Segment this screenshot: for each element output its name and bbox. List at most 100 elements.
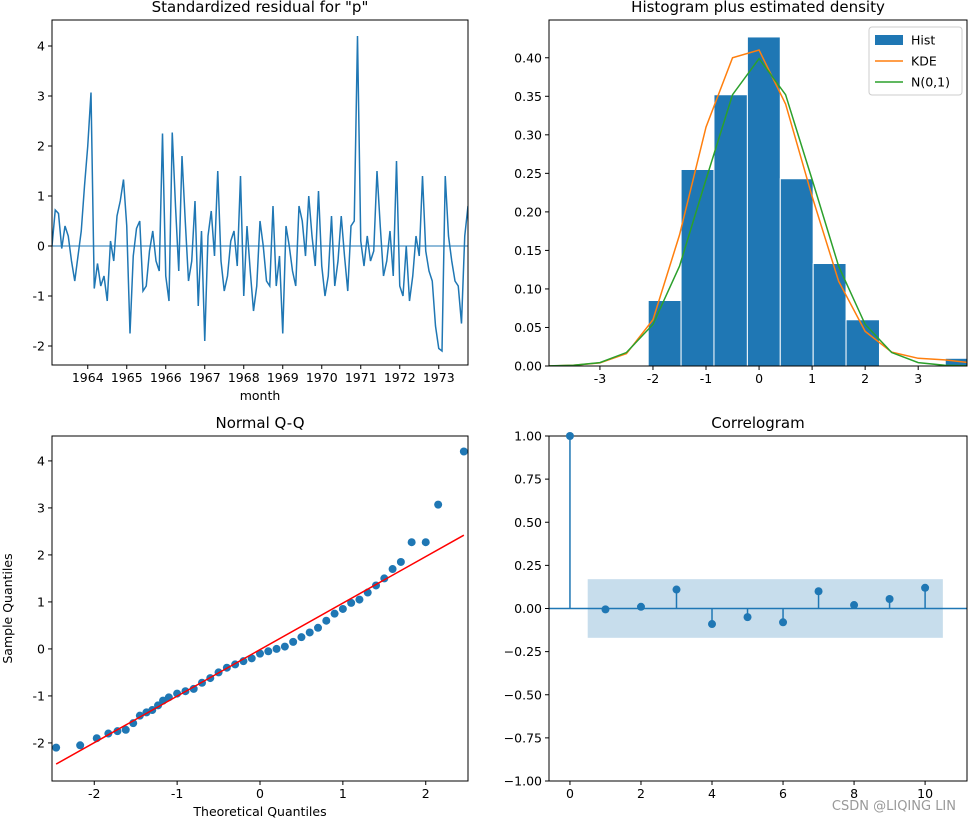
subplot: 0.00 0.05 0.10 0.15 0.20 0.25 0.30 0.35 0.40 -3 -2… xyxy=(514,0,968,386)
y-tick-label: 0 xyxy=(37,239,45,254)
y-tick-label: −0.75 xyxy=(504,730,542,745)
x-tick-label: 1965 xyxy=(111,370,143,385)
subplot: −1.00 −0.75 −0.50 −0.25 0.00 0.25 0.50 0.75 1.00… xyxy=(504,414,968,801)
x-tick-label: 1 xyxy=(808,371,816,386)
point xyxy=(256,649,264,658)
x-tick-label: 2 xyxy=(422,786,430,801)
y-tick-label: −0.50 xyxy=(504,687,542,702)
point xyxy=(189,684,198,693)
subplot-title: Standardized residual for "p" xyxy=(152,0,369,16)
axes-frame xyxy=(51,435,469,782)
x-tick-label: 6 xyxy=(779,786,787,801)
point xyxy=(347,598,356,607)
x-tick-label: 0 xyxy=(755,371,763,386)
stem-marker xyxy=(601,605,610,614)
point xyxy=(322,616,331,625)
y-axis-label: Sample Quantiles xyxy=(0,553,15,663)
y-tick-label: 0 xyxy=(37,641,45,656)
point xyxy=(272,644,281,653)
y-tick-label: 1.00 xyxy=(514,429,542,444)
stem-marker xyxy=(885,595,894,604)
line xyxy=(55,534,465,765)
x-tick-label: 1968 xyxy=(228,370,260,385)
point xyxy=(247,654,256,663)
point xyxy=(407,538,416,547)
stem-marker xyxy=(743,613,752,622)
line xyxy=(52,35,468,353)
x-tick-label: 8 xyxy=(850,786,858,801)
point xyxy=(314,623,323,632)
y-tick-label: 1 xyxy=(37,594,45,609)
y-tick-label: 0.15 xyxy=(514,243,542,258)
x-tick-label: -2 xyxy=(88,786,100,801)
bar xyxy=(713,94,748,366)
axes-frame xyxy=(548,435,968,782)
axes-frame xyxy=(51,19,469,366)
x-tick-label: 1969 xyxy=(267,370,299,385)
y-tick-label: 1 xyxy=(37,189,45,204)
y-tick-label: −0.25 xyxy=(504,644,542,659)
legend-label: KDE xyxy=(911,54,937,69)
plot-area xyxy=(549,36,967,366)
subplot: -2 -1 0 1 2 3 4 -2 -1 0 1 2 Normal Q-Q Theoretical Qu… xyxy=(0,414,469,819)
point xyxy=(239,657,248,666)
x-tick-label: 1966 xyxy=(150,370,182,385)
y-tick-label: 0.20 xyxy=(514,204,542,219)
stem-marker xyxy=(850,601,859,610)
point xyxy=(338,604,347,613)
x-tick-label: 1964 xyxy=(72,370,104,385)
bar xyxy=(812,263,847,366)
x-tick-label: 10 xyxy=(917,786,933,801)
plot-area xyxy=(52,447,468,765)
point xyxy=(388,565,397,574)
x-tick-label: 2 xyxy=(637,786,645,801)
x-tick-label: -3 xyxy=(594,371,606,386)
point xyxy=(434,500,443,509)
legend-label: Hist xyxy=(911,33,935,48)
subplot-title: Normal Q-Q xyxy=(215,414,304,432)
stem-marker xyxy=(779,618,788,627)
y-tick-label: 3 xyxy=(37,89,45,104)
subplot-title: Histogram plus estimated density xyxy=(631,0,885,16)
stem-marker xyxy=(636,602,645,611)
subplot-title: Correlogram xyxy=(711,414,804,432)
x-tick-label: -2 xyxy=(647,371,659,386)
x-tick-label: 1972 xyxy=(384,370,416,385)
x-axis-label: Theoretical Quantiles xyxy=(192,804,326,819)
x-tick-label: 0 xyxy=(256,786,264,801)
x-axis-label: month xyxy=(240,388,281,403)
stem-marker xyxy=(672,585,681,594)
point xyxy=(121,725,130,734)
subplot: -2 -1 0 1 2 3 4 Standardized residual for "p" mo… xyxy=(33,0,469,403)
y-tick-label: 0.05 xyxy=(514,320,542,335)
stem-marker xyxy=(921,583,930,592)
y-tick-label: 4 xyxy=(37,453,45,468)
plot-area xyxy=(549,436,967,638)
y-tick-label: 0.35 xyxy=(514,89,542,104)
legend-swatch xyxy=(875,35,903,45)
point xyxy=(280,642,289,651)
point xyxy=(289,637,298,646)
point xyxy=(330,609,339,618)
point xyxy=(459,447,468,456)
x-tick-label: 1 xyxy=(339,786,347,801)
x-tick-label: 0 xyxy=(566,786,574,801)
bar xyxy=(680,168,715,366)
x-tick-label: -1 xyxy=(171,786,183,801)
x-tick-label: 3 xyxy=(914,371,922,386)
legend-label: N(0,1) xyxy=(911,75,950,90)
line xyxy=(549,57,967,366)
stem-marker xyxy=(565,432,574,440)
plot-area xyxy=(52,35,468,353)
point xyxy=(355,595,364,604)
point xyxy=(297,633,306,642)
bar xyxy=(779,178,814,366)
watermark: CSDN @LIQING LIN xyxy=(832,799,956,814)
y-tick-label: 0.25 xyxy=(514,166,542,181)
y-tick-label: 0.40 xyxy=(514,50,542,65)
point xyxy=(421,538,430,547)
y-tick-label: -2 xyxy=(33,735,45,750)
x-tick-label: 1973 xyxy=(423,370,455,385)
point xyxy=(305,628,314,637)
y-tick-label: -1 xyxy=(33,289,45,304)
